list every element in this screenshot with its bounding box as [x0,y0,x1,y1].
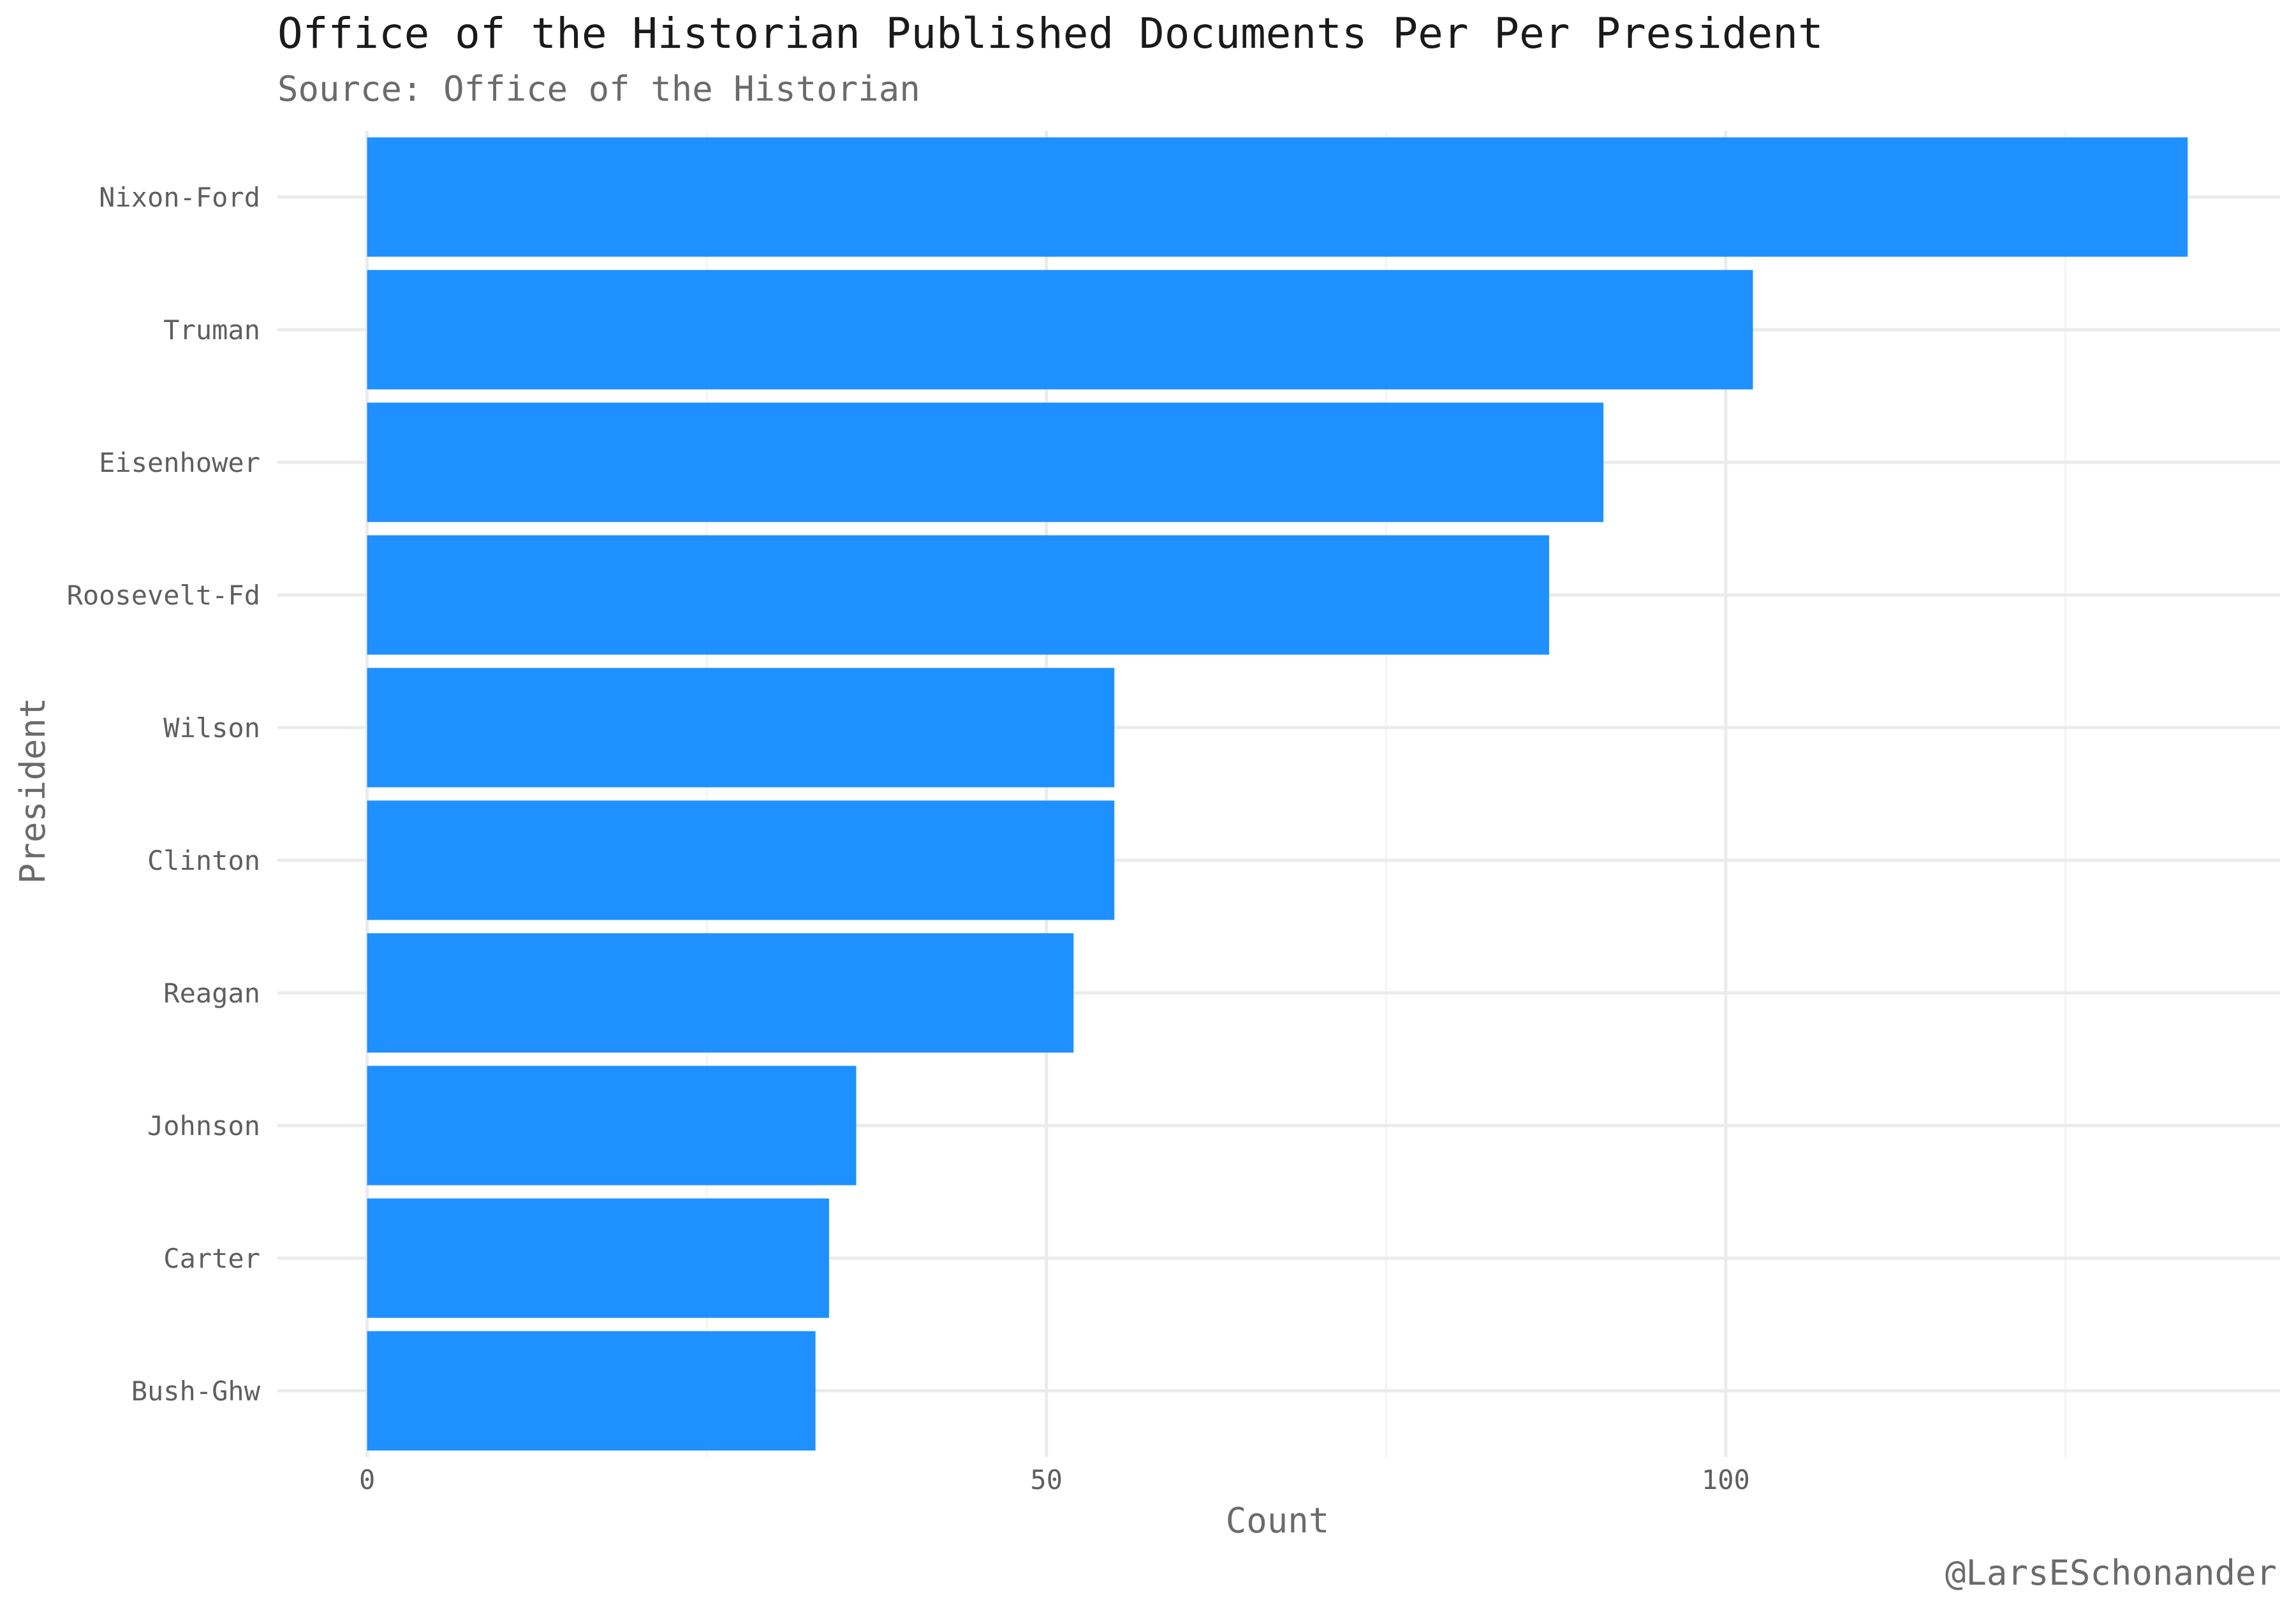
y-tick-label: Clinton [147,845,260,876]
bar-roosevelt-fd [367,535,1549,655]
y-tick-label: Reagan [163,978,260,1009]
y-tick-labels: Nixon-Ford Truman Eisenhower Roosevelt-Fd Wi… [67,182,261,1407]
chart-title: Office of the Historian Published Docume… [277,9,1823,58]
x-tick-label: 0 [359,1464,375,1495]
x-tick-label: 100 [1702,1464,1750,1495]
y-tick-label: Carter [163,1243,260,1274]
y-tick-label: Bush-Ghw [131,1376,261,1407]
x-axis-title: Count [1226,1501,1330,1541]
bar-wilson [367,668,1115,788]
bar-clinton [367,800,1115,920]
bar-reagan [367,933,1074,1053]
bars [367,137,2188,1451]
caption: @LarsESchonander [1945,1553,2277,1593]
y-tick-label: Truman [163,314,260,346]
y-tick-label: Johnson [147,1110,260,1141]
y-tick-label: Wilson [163,712,260,744]
bar-nixon-ford [367,137,2188,257]
bar-carter [367,1198,829,1318]
chart-subtitle: Source: Office of the Historian [277,69,920,109]
bar-johnson [367,1066,857,1185]
y-tick-label: Eisenhower [99,447,260,478]
y-tick-label: Nixon-Ford [99,182,260,213]
bar-eisenhower [367,402,1604,522]
bar-bush-ghw [367,1331,816,1451]
x-tick-labels: 0 50 100 [359,1464,1750,1495]
bar-truman [367,270,1753,390]
x-tick-label: 50 [1030,1464,1063,1495]
y-tick-label: Roosevelt-Fd [67,580,260,611]
y-axis-title: President [13,698,53,884]
